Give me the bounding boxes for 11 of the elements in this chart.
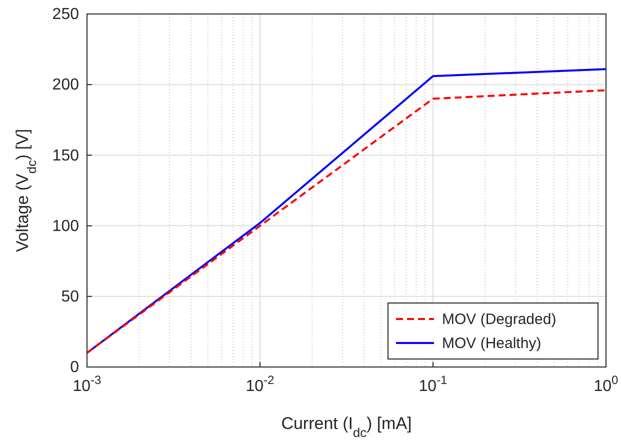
y-tick-label: 200 (52, 76, 80, 94)
x-tick-label: 10$^{-1}$ (418, 373, 448, 395)
x-axis-title: Current (I$_{dc}$) [mA] (281, 414, 412, 440)
legend-label: MOV (Healthy) (442, 335, 542, 352)
y-tick-label: 100 (52, 218, 80, 235)
x-tick-label: 10$^{-2}$ (246, 373, 275, 395)
y-tick-label: 150 (52, 147, 80, 164)
y-tick-label: 50 (61, 288, 80, 306)
legend-label: MOV (Degraded) (442, 311, 556, 328)
x-tick-label: 10$^{0}$ (594, 373, 619, 395)
y-tick-label: 250 (52, 6, 80, 24)
